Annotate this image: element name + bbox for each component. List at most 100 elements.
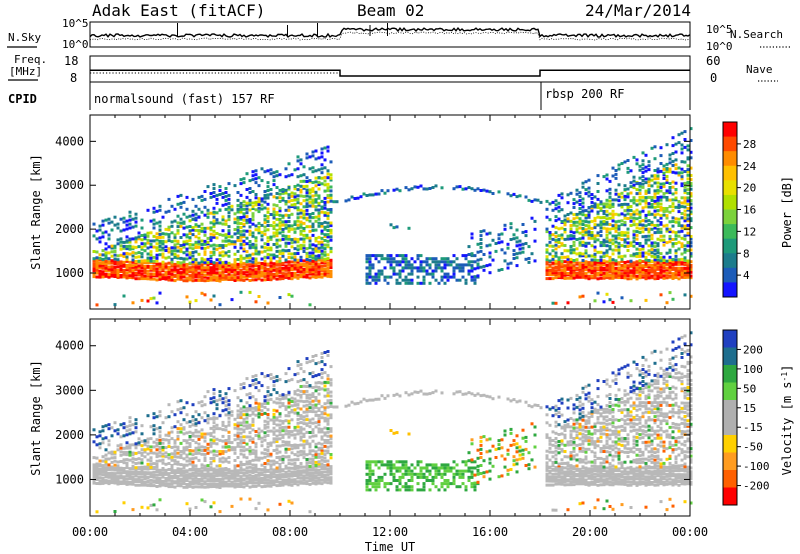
- power-cell: [239, 233, 243, 237]
- power-cell: [311, 194, 315, 198]
- power-cell: [689, 139, 693, 142]
- power-cell: [572, 223, 576, 227]
- power-cell: [659, 198, 663, 202]
- power-cell: [596, 223, 600, 227]
- power-cell: [254, 271, 258, 275]
- power-cell: [512, 237, 516, 241]
- power-cell: [107, 217, 111, 221]
- power-cell: [266, 262, 270, 266]
- power-cell: [671, 297, 675, 301]
- power-cell: [305, 208, 309, 212]
- power-cell: [581, 254, 585, 258]
- power-cell: [170, 224, 174, 228]
- power-cell: [611, 276, 615, 280]
- power-cell: [260, 245, 264, 249]
- velocity-cell: [209, 466, 213, 470]
- power-cell: [584, 180, 588, 184]
- power-cell: [578, 275, 582, 279]
- power-cell: [188, 300, 192, 304]
- power-cell: [284, 208, 288, 212]
- power-cell: [554, 262, 558, 266]
- power-cell: [287, 174, 291, 178]
- velocity-cell: [296, 411, 300, 415]
- velocity-cell: [215, 454, 219, 457]
- power-cell: [617, 241, 621, 245]
- power-cell: [260, 257, 264, 261]
- velocity-cell: [227, 469, 231, 473]
- power-cell: [686, 144, 690, 148]
- power-cell: [257, 176, 261, 180]
- power-cell: [197, 271, 201, 275]
- velocity-cell: [212, 430, 216, 434]
- velocity-cell: [308, 402, 312, 406]
- velocity-cell: [242, 428, 246, 432]
- velocity-cell: [233, 459, 237, 462]
- velocity-cell: [287, 443, 291, 447]
- power-cell: [533, 219, 537, 223]
- velocity-cell: [131, 423, 135, 427]
- power-cell: [104, 247, 108, 251]
- velocity-cell: [218, 459, 222, 463]
- velocity-cell: [248, 413, 252, 417]
- velocity-cell: [203, 474, 207, 478]
- velocity-cell: [170, 452, 174, 456]
- power-cell: [605, 189, 609, 193]
- power-cell: [365, 254, 369, 258]
- velocity-cell: [221, 420, 225, 424]
- velocity-cell: [224, 459, 228, 463]
- power-cell: [563, 237, 567, 241]
- velocity-cell: [179, 430, 183, 434]
- power-cell: [257, 295, 261, 298]
- power-cell: [182, 257, 186, 261]
- power-cell: [671, 272, 675, 276]
- power-cell: [389, 275, 393, 279]
- velocity-cell: [260, 456, 264, 460]
- power-cell: [680, 266, 684, 270]
- power-cell: [383, 266, 387, 270]
- velocity-cell: [128, 458, 132, 462]
- power-cell: [548, 202, 552, 206]
- power-cell: [374, 257, 378, 261]
- power-cell: [662, 259, 666, 262]
- power-cell: [548, 236, 552, 240]
- power-cell: [677, 217, 681, 221]
- power-cell: [116, 262, 120, 266]
- power-cell: [203, 205, 207, 209]
- power-cell: [197, 242, 201, 246]
- power-cell: [596, 205, 600, 209]
- power-cell: [440, 260, 444, 264]
- power-cell: [212, 278, 216, 282]
- velocity-cell: [128, 450, 132, 454]
- power-cell: [236, 228, 240, 232]
- power-cell: [581, 213, 585, 217]
- velocity-cell: [182, 469, 186, 473]
- velocity-cell: [176, 474, 180, 478]
- power-cell: [425, 257, 429, 261]
- velocity-cell: [278, 394, 282, 398]
- power-cell: [230, 274, 234, 278]
- velocity-cell: [224, 425, 228, 429]
- power-cell: [263, 190, 267, 193]
- velocity-cell: [173, 452, 177, 456]
- velocity-cell: [314, 442, 318, 446]
- power-cell: [146, 241, 150, 245]
- velocity-cell: [281, 468, 285, 472]
- power-cell: [311, 272, 315, 276]
- velocity-cell: [269, 471, 273, 475]
- power-cell: [491, 238, 495, 242]
- power-cell: [635, 263, 639, 267]
- power-cell: [419, 281, 423, 285]
- power-cell: [473, 260, 477, 264]
- power-cell: [629, 299, 633, 303]
- velocity-cell: [221, 423, 225, 427]
- power-cell: [122, 294, 126, 298]
- velocity-cell: [158, 430, 162, 434]
- power-cell: [308, 204, 312, 208]
- power-cell: [608, 203, 612, 207]
- power-cell: [275, 196, 279, 200]
- power-cell: [293, 252, 297, 256]
- power-cell: [449, 263, 453, 267]
- power-cell: [188, 232, 192, 235]
- power-cell: [680, 224, 684, 228]
- velocity-cell: [218, 483, 222, 487]
